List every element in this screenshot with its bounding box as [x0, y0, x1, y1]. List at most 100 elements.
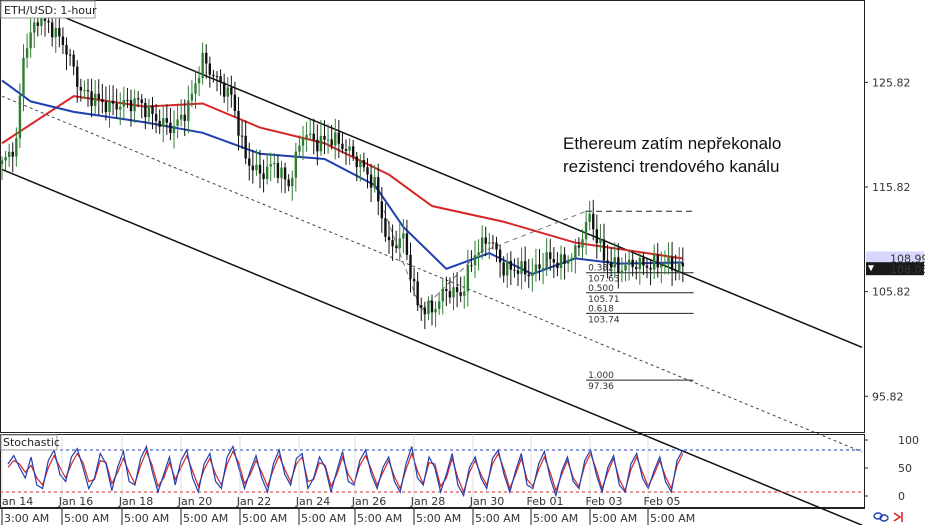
indicator-title-box — [0, 434, 58, 451]
candle-body — [183, 114, 186, 121]
candle-body — [416, 281, 419, 306]
candle-body — [33, 22, 36, 33]
candle-body — [570, 257, 573, 261]
x-date-label: Jan 30 — [469, 495, 504, 508]
candle-body — [412, 278, 416, 282]
candle-body — [377, 177, 380, 202]
candle-body — [434, 308, 437, 313]
fib-price-label: 107.63 — [588, 275, 620, 285]
candle-body — [678, 262, 681, 271]
price-badge-lower-box — [866, 262, 924, 276]
candle-body — [83, 90, 86, 92]
x-time-label: 5:00 AM — [242, 512, 287, 525]
candle-body — [40, 17, 43, 26]
candle-body — [25, 48, 29, 58]
chart-title: ETH/USD: 1-hour — [4, 4, 97, 17]
candle-body — [76, 66, 79, 87]
candle-body — [115, 103, 118, 110]
goto-end-icon[interactable] — [893, 512, 903, 522]
candle-body — [90, 91, 93, 107]
candle-body — [165, 118, 169, 123]
candle-body — [470, 265, 473, 267]
candle-body — [244, 135, 247, 159]
candle-body — [359, 160, 362, 168]
candle-body — [240, 135, 244, 137]
x-date-label: Jan 18 — [118, 495, 153, 508]
time-axis: Jan 14 Jan 16 Jan 18 Jan 20 Jan 22 Jan 24 Jan … — [0, 434, 695, 525]
candle-body — [122, 99, 126, 107]
annotation-line-2: rezistenci trendového kanálu — [563, 157, 779, 176]
candle-body — [380, 201, 384, 219]
candle-body — [11, 151, 14, 157]
candle-body — [108, 100, 111, 113]
candle-body — [660, 264, 663, 268]
candle-body — [670, 257, 674, 271]
candle-body — [351, 146, 355, 157]
stoch-tick-label: 100 — [898, 434, 919, 447]
candle-body — [54, 28, 57, 38]
candle-body — [337, 132, 341, 144]
candle-body — [506, 260, 509, 276]
candle-body — [215, 76, 219, 78]
candle-body — [72, 54, 75, 67]
candle-body — [495, 242, 498, 250]
candle-body — [620, 270, 624, 273]
candle-body — [258, 164, 262, 174]
candle-body — [205, 52, 208, 64]
candle-body — [491, 242, 495, 244]
candle-body — [36, 22, 40, 26]
candle-body — [480, 237, 484, 253]
x-date-label: Jan 28 — [410, 495, 445, 508]
candle-body — [233, 94, 237, 112]
candle-body — [588, 213, 591, 222]
candle-body — [552, 259, 556, 263]
candle-body — [452, 287, 455, 298]
link-icon[interactable] — [872, 510, 889, 523]
candle-body — [595, 229, 599, 244]
x-date-label: Jan 20 — [177, 495, 212, 508]
candle-body — [466, 265, 470, 292]
candle-body — [652, 254, 656, 270]
candle-body — [208, 63, 212, 75]
candle-body — [287, 179, 290, 187]
candle-body — [283, 167, 287, 180]
x-date-label: Jan 16 — [58, 495, 93, 508]
candle-body — [538, 264, 541, 269]
candle-body — [262, 173, 265, 179]
price-badge-upper-box — [866, 251, 924, 265]
candle-body — [574, 245, 577, 258]
candle-body — [255, 164, 258, 171]
price-panel — [0, 0, 865, 433]
candle-body — [154, 113, 158, 121]
fib-price-label: 103.74 — [588, 315, 620, 325]
indicator-title: Stochastic — [3, 436, 60, 449]
candle-body — [291, 177, 294, 187]
candle-body — [599, 239, 602, 244]
candle-body — [7, 151, 11, 158]
candle-body — [140, 99, 143, 103]
candle-body — [334, 132, 337, 146]
candle-body — [563, 254, 566, 264]
candle-body — [273, 163, 276, 165]
candle-body — [355, 156, 358, 168]
candle-body — [534, 264, 538, 274]
fib-ratio-label: 0.500 — [588, 284, 614, 294]
candle-body — [276, 163, 280, 178]
annotation-line-1: Ethereum zatím nepřekonalo — [563, 134, 781, 153]
candle-body — [391, 240, 394, 247]
x-time-label: 5:00 AM — [533, 512, 578, 525]
candle-body — [420, 305, 423, 308]
x-date-label: Jan 26 — [351, 495, 386, 508]
candle-body — [111, 100, 115, 104]
candle-body — [219, 76, 222, 83]
candle-body — [86, 90, 90, 92]
stoch-k-line — [7, 444, 684, 498]
candle-body — [581, 239, 584, 248]
candle-body — [312, 133, 315, 140]
x-time-label: 5:00 AM — [124, 512, 169, 525]
candle-body — [455, 287, 459, 293]
candle-body — [549, 252, 552, 260]
candle-body — [179, 114, 183, 120]
fib-ratio-label: 0.618 — [588, 304, 614, 314]
candle-body — [362, 160, 366, 168]
